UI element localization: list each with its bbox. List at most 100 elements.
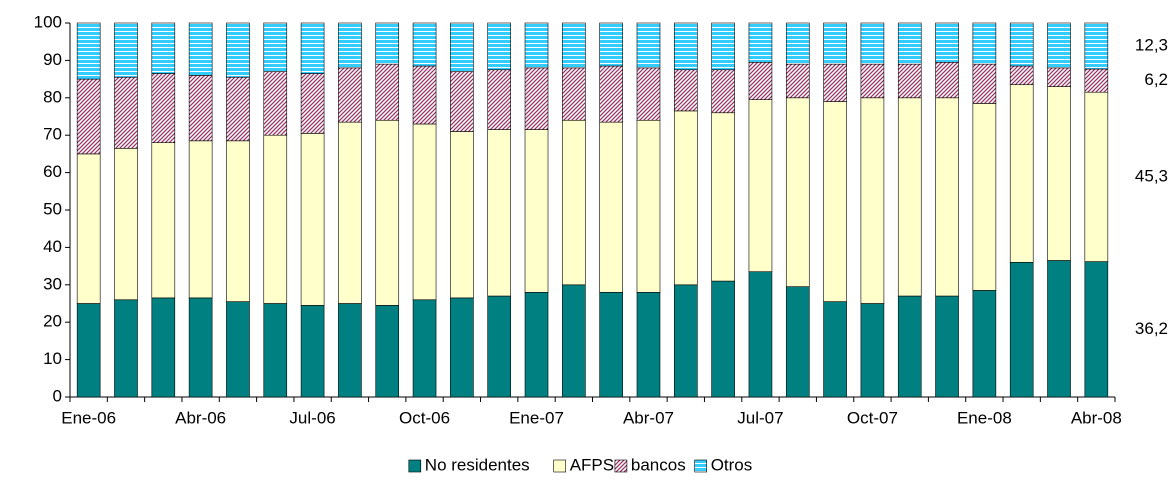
legend-swatch (694, 459, 708, 473)
bar-segment (300, 133, 325, 306)
x-tick-label: Ene-07 (509, 408, 564, 427)
bar-segment (860, 63, 885, 99)
bar-segment (823, 63, 847, 102)
bar-segment (487, 69, 511, 130)
bar-segment (114, 76, 138, 149)
bar-segment (188, 297, 213, 398)
bar-segment (226, 76, 250, 142)
bar-segment (935, 97, 959, 297)
value-label: 45,3 (1135, 166, 1168, 185)
bar-segment (1009, 65, 1034, 86)
bar-segment (375, 22, 400, 65)
bar-segment (226, 22, 250, 78)
bar-segment (338, 22, 362, 69)
bar-segment (524, 129, 549, 293)
bar-segment (972, 22, 997, 65)
bar-segment (412, 123, 437, 301)
bar-segment (524, 291, 549, 398)
bar-segment (338, 67, 362, 123)
bar-segment (860, 97, 885, 304)
bar-segment (897, 63, 922, 99)
bar-segment (450, 297, 474, 398)
bar-segment (562, 119, 586, 286)
bar-segment (636, 67, 661, 121)
bar-segment (300, 22, 325, 74)
value-label: 36,2 (1135, 319, 1168, 338)
y-tick-label: 10 (43, 349, 62, 368)
bar-segment (748, 22, 773, 63)
bar-segment (1084, 261, 1109, 398)
y-tick-label: 30 (43, 274, 62, 293)
x-tick-label: Ene-06 (61, 408, 116, 427)
bar-segment (263, 71, 288, 136)
bar-segment (823, 301, 847, 398)
bar-segment (860, 303, 885, 398)
bar-segment (524, 67, 549, 130)
legend-swatch (614, 459, 628, 473)
value-label: 12,3 (1135, 35, 1168, 54)
bar-segment (748, 61, 773, 100)
y-tick-label: 50 (43, 199, 62, 218)
bar-segment (1084, 22, 1109, 70)
bar-segment (151, 142, 176, 299)
bar-segment (450, 71, 474, 132)
legend-swatch (553, 459, 567, 473)
y-tick-label: 100 (34, 12, 62, 31)
bar-segment (972, 103, 997, 291)
bar-segment (785, 286, 810, 398)
legend-label: Otros (711, 455, 753, 474)
x-tick-label: Abr-06 (175, 408, 226, 427)
bar-segment (412, 22, 437, 67)
bar-segment (151, 297, 176, 398)
bar-segment (711, 69, 735, 114)
bar-segment (226, 140, 250, 302)
bar-segment (562, 284, 586, 398)
bar-segment (263, 134, 288, 304)
bar-segment (188, 22, 213, 76)
bar-segment (1047, 260, 1071, 398)
x-tick-label: Jul-06 (289, 408, 335, 427)
bar-segment (450, 131, 474, 299)
bar-segment (76, 303, 101, 398)
bar-segment (785, 63, 810, 99)
bar-segment (1009, 84, 1034, 263)
bar-segment (636, 291, 661, 398)
bar-segment (711, 280, 735, 398)
bar-segment (263, 303, 288, 398)
legend-label: AFPS (570, 455, 614, 474)
bar-segment (674, 110, 698, 286)
x-tick-label: Oct-07 (847, 408, 898, 427)
y-tick-label: 40 (43, 237, 62, 256)
bar-segment (1047, 67, 1071, 87)
bar-segment (897, 97, 922, 297)
bar-segment (599, 65, 623, 123)
y-tick-label: 0 (53, 386, 62, 405)
bar-segment (748, 271, 773, 398)
bar-segment (300, 305, 325, 398)
bar-segment (1084, 91, 1109, 262)
bar-segment (188, 140, 213, 299)
value-label: 6,2 (1144, 70, 1168, 89)
bar-segment (674, 22, 698, 71)
bar-segment (674, 69, 698, 112)
bar-segment (412, 65, 437, 125)
bar-segment (711, 112, 735, 282)
x-tick-label: Jul-07 (737, 408, 783, 427)
bar-segment (599, 22, 623, 67)
bar-segment (76, 22, 101, 80)
bar-segment (151, 22, 176, 74)
bar-segment (823, 22, 847, 65)
bar-segment (338, 121, 362, 304)
bar-segment (1047, 86, 1071, 261)
bar-segment (1009, 22, 1034, 67)
bar-segment (562, 22, 586, 69)
bar-segment (748, 99, 773, 273)
bar-segment (375, 63, 400, 121)
x-tick-label: Ene-08 (957, 408, 1012, 427)
x-tick-label: Abr-08 (1071, 408, 1122, 427)
bar-segment (897, 22, 922, 65)
y-tick-label: 90 (43, 50, 62, 69)
bar-segment (300, 73, 325, 134)
legend-swatch (408, 459, 422, 473)
bar-segment (338, 303, 362, 398)
